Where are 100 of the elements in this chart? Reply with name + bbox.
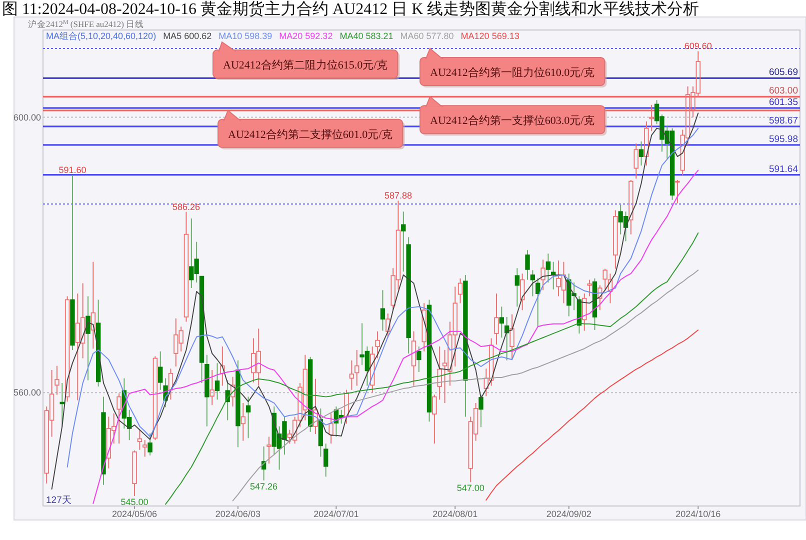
x-tick-label: 2024/10/16 (676, 509, 721, 519)
candlestick (142, 440, 148, 458)
callout: AU2412合约第二阻力位615.0元/克 (212, 41, 400, 80)
candlestick (525, 250, 530, 280)
candlestick (510, 314, 514, 360)
annotation: 591.64 (768, 164, 798, 175)
x-tick-label: 2024/08/01 (432, 509, 478, 519)
candlestick (535, 278, 540, 328)
candlestick (230, 376, 236, 407)
candlestick (204, 354, 210, 427)
candlestick (675, 179, 680, 204)
candlestick (644, 120, 649, 166)
annotation: 587.88 (384, 190, 412, 201)
legend-item: MA20 592.32 (279, 31, 333, 41)
legend-title: MA组合(5,10,20,40,60,120) (46, 31, 156, 41)
candlestick (214, 362, 220, 400)
candlestick (540, 259, 546, 291)
candlestick (116, 392, 122, 444)
candlestick (602, 268, 608, 290)
annotation: 547.26 (250, 481, 278, 492)
candlestick (582, 293, 587, 332)
candlestick (199, 276, 204, 384)
candlestick (313, 378, 318, 434)
candlestick (70, 174, 75, 350)
candlestick (344, 389, 349, 424)
candlestick (608, 273, 613, 304)
callout: AU2412合约第二支撑位601.0元/克 (218, 110, 405, 150)
candlestick (598, 284, 602, 311)
line-series (232, 270, 699, 502)
candlestick (401, 211, 406, 272)
callout: AU2412合约第一支撑位603.0元/克 (420, 96, 607, 136)
candlestick (148, 432, 152, 456)
candlestick (158, 350, 163, 390)
candlestick (514, 268, 520, 308)
candlestick (184, 211, 189, 322)
candlestick (328, 412, 334, 444)
x-tick-label: 2024/06/03 (215, 509, 260, 519)
line-series (165, 232, 699, 505)
annotation: AU2412合约第二阻力位615.0元/克 (223, 58, 388, 72)
callout: AU2412合约第一阻力位610.0元/克 (420, 48, 607, 88)
annotation: 595.98 (768, 134, 798, 145)
candlestick (411, 330, 416, 386)
chart-title: 图 11:2024-04-08-2024-10-16 黄金期货主力合约 AU2412 日 K 线走势图黄金分割线和水平线技术分析 (2, 0, 700, 18)
candlestick (132, 450, 137, 496)
annotation: 545.00 (120, 496, 148, 507)
annotation: 127天 (46, 495, 72, 506)
x-tick-label: 2024/05/06 (112, 509, 158, 519)
x-tick-label: 2024/07/01 (314, 509, 359, 519)
annotation: 605.69 (768, 67, 798, 78)
candlestick (437, 346, 442, 400)
annotation: AU2412合约第一支撑位603.0元/克 (430, 114, 595, 128)
candlestick (432, 394, 437, 444)
legend-item: MA5 600.62 (163, 31, 212, 41)
candlestick (349, 360, 354, 390)
candlestick (240, 402, 246, 442)
candlestick (530, 270, 536, 297)
candlestick (520, 273, 525, 311)
candlestick (266, 436, 272, 464)
candlestick (416, 346, 422, 373)
annotation: 586.26 (172, 202, 200, 212)
candlestick (86, 296, 90, 381)
candlestick (370, 346, 375, 394)
candlestick (634, 142, 638, 180)
annotation: AU2412合约第一阻力位610.0元/克 (430, 66, 595, 79)
candlestick (613, 210, 618, 270)
candlestick (90, 261, 96, 350)
candlestick (458, 278, 463, 304)
legend-item: MA60 577.80 (400, 31, 454, 41)
line-series (486, 330, 699, 501)
candlestick (628, 179, 634, 235)
annotation: 547.00 (456, 483, 484, 494)
candlestick (236, 360, 240, 448)
candlestick (494, 293, 499, 345)
chart-subtitle: 沪金2412$^{M}$ (SHFE au2412) 日线 (28, 19, 144, 29)
x-tick-label: 2024/09/02 (546, 509, 592, 519)
candlestick (499, 306, 504, 338)
legend-item: MA120 569.13 (460, 31, 520, 41)
candlestick (220, 346, 225, 386)
candlestick (323, 443, 328, 478)
candlestick (546, 253, 551, 284)
y-tick-label: 600.00 (13, 112, 41, 122)
candlestick (406, 236, 411, 354)
annotation: 601.35 (768, 97, 798, 108)
annotation: AU2412合约第二支撑位601.0元/克 (228, 128, 393, 141)
annotation: 591.60 (58, 165, 86, 176)
candlestick (463, 274, 468, 418)
candlestick (210, 369, 214, 406)
candlestick (137, 429, 142, 450)
legend-item: MA10 598.39 (218, 31, 272, 41)
candlestick (587, 279, 592, 297)
candlestick (246, 396, 251, 439)
candlestick (380, 290, 386, 332)
candlestick (422, 302, 426, 352)
candlestick (375, 330, 380, 359)
candlestick (354, 349, 360, 386)
annotation: 609.60 (684, 41, 712, 52)
candlestick (54, 365, 60, 396)
candlestick (168, 368, 174, 400)
y-tick-label: 560.00 (13, 388, 41, 398)
candlestick (101, 396, 106, 486)
